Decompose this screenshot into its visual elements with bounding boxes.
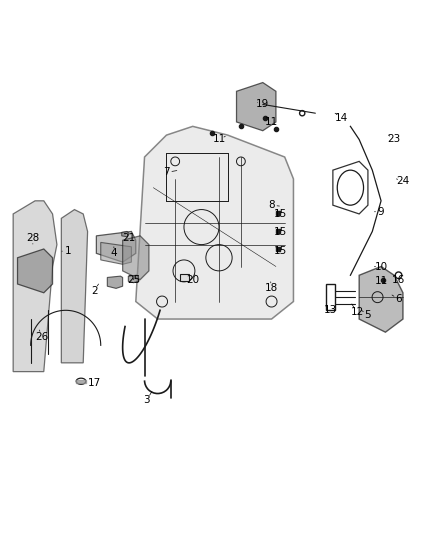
Text: 21: 21 xyxy=(123,233,136,243)
Polygon shape xyxy=(13,201,57,372)
Polygon shape xyxy=(359,266,403,332)
Text: 19: 19 xyxy=(256,100,269,109)
Polygon shape xyxy=(136,126,293,319)
Text: 15: 15 xyxy=(274,228,287,237)
Text: 13: 13 xyxy=(324,305,337,316)
Text: 16: 16 xyxy=(392,274,405,285)
Text: 1: 1 xyxy=(64,246,71,256)
Text: 18: 18 xyxy=(265,284,278,293)
Text: 7: 7 xyxy=(163,167,170,177)
Text: 15: 15 xyxy=(274,209,287,219)
Polygon shape xyxy=(96,231,136,262)
Text: 17: 17 xyxy=(88,377,101,387)
Text: 14: 14 xyxy=(335,112,348,123)
Polygon shape xyxy=(128,275,138,282)
Polygon shape xyxy=(237,83,276,131)
FancyBboxPatch shape xyxy=(180,273,189,280)
Text: 2: 2 xyxy=(91,286,98,296)
Text: 24: 24 xyxy=(396,176,410,186)
Text: 20: 20 xyxy=(186,274,199,285)
Text: 26: 26 xyxy=(35,332,48,342)
Text: 10: 10 xyxy=(374,262,388,271)
Text: 23: 23 xyxy=(388,134,401,144)
Text: 9: 9 xyxy=(378,207,385,217)
Text: 11: 11 xyxy=(265,117,278,127)
Polygon shape xyxy=(18,249,53,293)
Text: 11: 11 xyxy=(212,134,226,144)
Text: 28: 28 xyxy=(26,233,39,243)
Text: 6: 6 xyxy=(395,294,402,304)
Text: 15: 15 xyxy=(274,246,287,256)
Polygon shape xyxy=(61,209,88,363)
Text: 11: 11 xyxy=(374,276,388,286)
Polygon shape xyxy=(107,276,123,288)
Text: 5: 5 xyxy=(364,310,371,320)
Polygon shape xyxy=(122,231,129,237)
Text: 3: 3 xyxy=(143,395,150,405)
Text: 4: 4 xyxy=(110,248,117,259)
Text: 8: 8 xyxy=(268,200,275,210)
Polygon shape xyxy=(101,243,131,264)
Text: 12: 12 xyxy=(350,308,364,318)
Text: 25: 25 xyxy=(127,274,140,285)
Polygon shape xyxy=(123,236,149,280)
